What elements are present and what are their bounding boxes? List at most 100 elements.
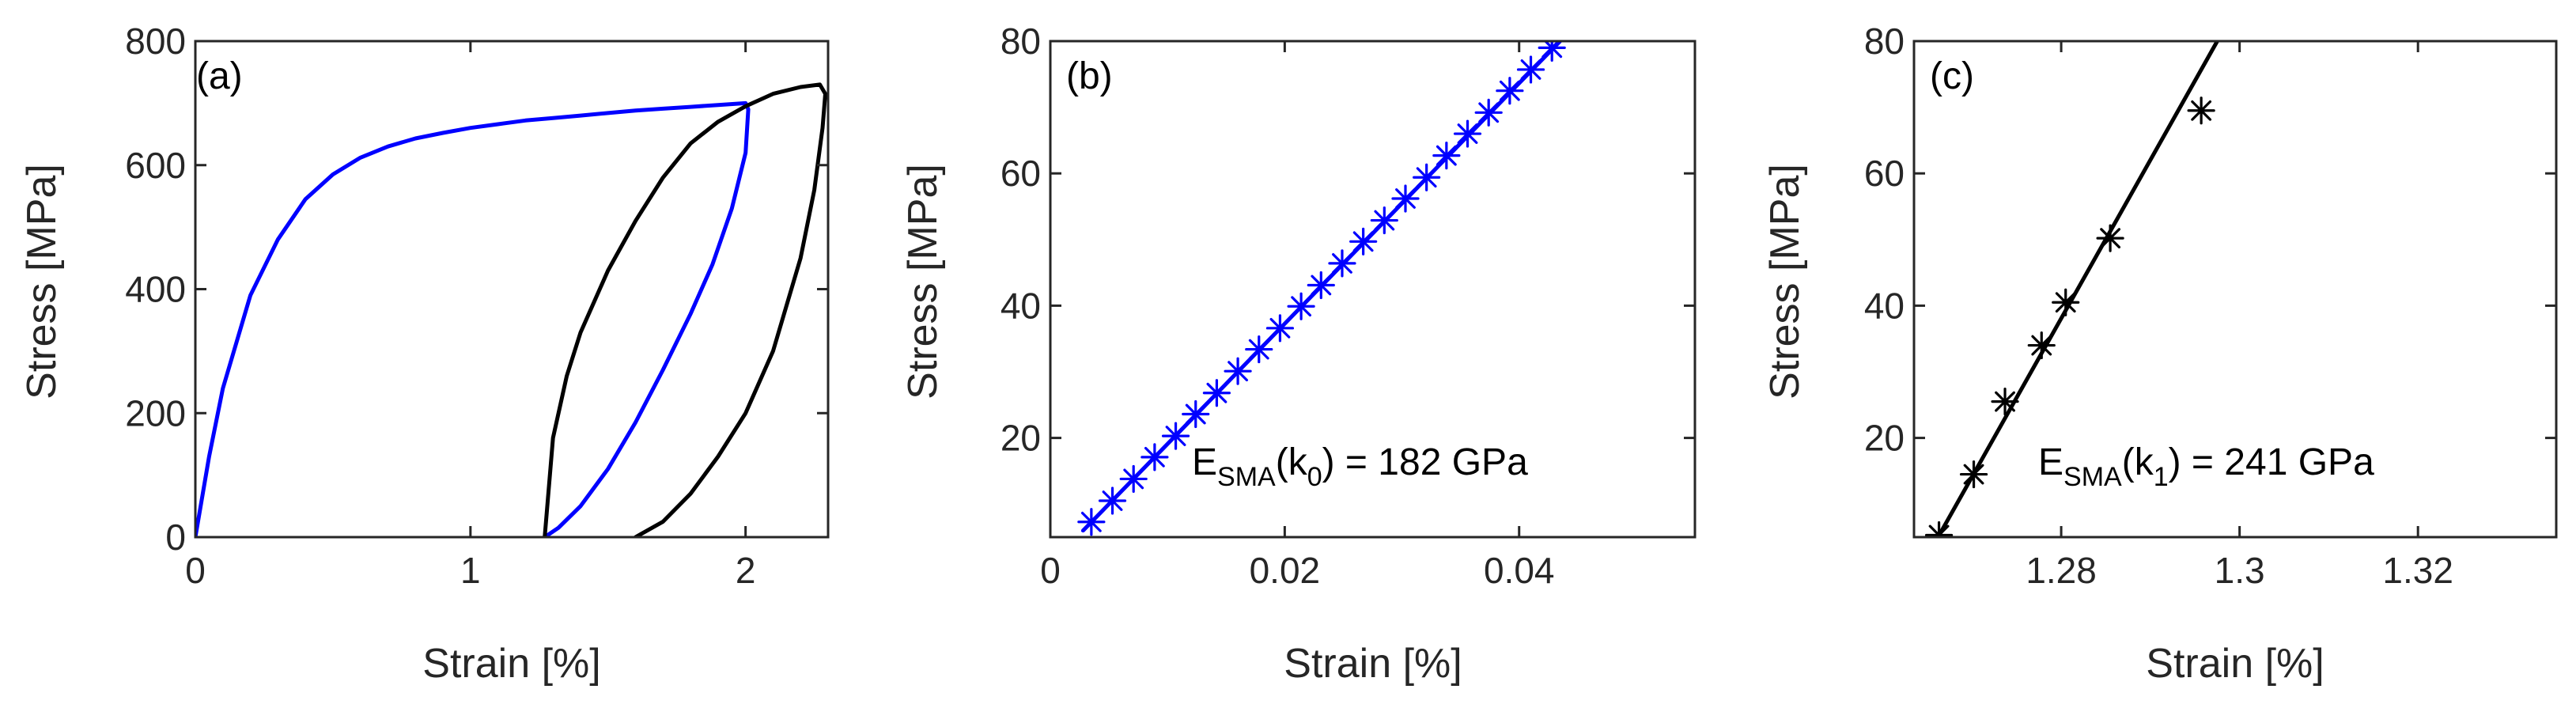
panel-c-y-tick-label: 80 (1864, 21, 1905, 62)
panel-b-data-point-stroke (1080, 511, 1102, 532)
panel-b-data-point-stroke (1269, 317, 1291, 339)
panel-b-annot-arg-close: ) = 182 GPa (1322, 441, 1528, 483)
panel-b-data-point (1098, 487, 1127, 515)
panel-b-data-point-stroke (1352, 231, 1374, 252)
panel-a-data (195, 82, 827, 537)
panel-b-y-tick-label: 60 (1001, 153, 1041, 194)
panel-c-annot-subscript: SMA (2063, 462, 2122, 492)
panel-c-data-point-stroke (1963, 464, 1984, 485)
panel-c-annot-arg-open: (k (2122, 441, 2154, 483)
panel-b-data-point (1182, 399, 1210, 429)
panel-c-data-point-stroke (1995, 391, 2015, 412)
panel-b-data-point-stroke (1499, 80, 1520, 101)
panel-b-label: (b) (1066, 55, 1113, 97)
panel-a-y-tick-label: 400 (125, 269, 186, 310)
panel-b-x-tick-label: 0.04 (1484, 550, 1555, 591)
panel-c-data-point (2187, 97, 2215, 125)
panel-b-data-point (1516, 55, 1545, 84)
panel-b-data-point-stroke (1291, 296, 1312, 317)
panel-c-data-point-stroke (2031, 335, 2052, 356)
panel-b-data-point (1328, 249, 1356, 278)
panel-c-data (1924, 41, 2219, 537)
panel-c-data-point (2052, 288, 2080, 316)
panel-c-annot-arg-close: ) = 241 GPa (2169, 441, 2374, 483)
panel-b-y-tick-label: 40 (1001, 285, 1041, 326)
panel-a-y-tick-label: 0 (165, 517, 186, 558)
panel-b-data-point-stroke (1457, 123, 1478, 144)
panel-b-data-point (1496, 77, 1524, 105)
panel-b-x-tick-label: 0.02 (1250, 550, 1321, 591)
panel-c-data-point-stroke (1935, 524, 1950, 537)
panel-c-modulus-annotation: ESMA(k1) = 241 GPa (2038, 441, 2374, 492)
panel-a-y-tick-label: 600 (125, 145, 186, 186)
panel-b-data-point (1161, 422, 1190, 450)
panel-b-annot-main: E (1192, 441, 1217, 483)
panel-b-data-point-stroke (1227, 361, 1249, 382)
panel-a: 0 1 2 0 200 400 600 800 (a) Strain [%] Stress [… (19, 21, 830, 687)
panel-c-data-point (1924, 521, 1954, 537)
panel-b-data-point (1119, 464, 1148, 494)
panel-a-y-tick-label: 800 (125, 21, 186, 62)
panel-c-x-tick-label: 1.28 (2026, 550, 2097, 591)
panel-c-plot-layer: 1.28 1.3 1.32 20 40 60 80 (1864, 21, 2558, 591)
panel-b-y-tick-label: 80 (1001, 21, 1041, 62)
panel-c-axes-box (1912, 40, 2558, 539)
panel-c-data-point (2096, 224, 2124, 252)
panel-b-annot-subscript: SMA (1217, 462, 1276, 492)
panel-b-data-point-stroke (1395, 188, 1416, 209)
panel-b-data-point (1432, 142, 1461, 170)
panel-c-annot-main: E (2038, 441, 2063, 483)
panel-b-data-point-stroke (1416, 167, 1437, 188)
panel-b-data-point-stroke (1478, 102, 1500, 123)
panel-b-axes-box (1049, 40, 1697, 539)
panel-b-x-axis-label: Strain [%] (1284, 641, 1462, 687)
panel-b-data-point-stroke (1311, 274, 1332, 296)
panel-a-series-black-cycle (543, 82, 827, 537)
panel-c-data-point (2027, 331, 2056, 360)
panel-b-data-point-stroke (1332, 252, 1352, 274)
panel-a-series-blue-cycle (195, 100, 751, 537)
panel-c-data-point (1959, 460, 1988, 489)
panel-b-data-point-stroke (1123, 468, 1144, 490)
panel-b-data-point (1202, 379, 1231, 407)
panel-c-data-point-stroke (2100, 228, 2121, 249)
panel-c-x-tick-label: 1.32 (2382, 550, 2453, 591)
panel-b-data-point-stroke (1185, 403, 1206, 425)
panel-b-data-point-stroke (1374, 210, 1395, 231)
panel-b-data-point (1140, 443, 1169, 471)
panel-c-y-tick-label: 40 (1864, 285, 1905, 326)
panel-b-x-tick-label: 0 (1040, 550, 1061, 591)
panel-a-label: (a) (196, 55, 243, 97)
panel-b-data-point (1224, 357, 1252, 385)
panel-b-data-point-stroke (1165, 426, 1186, 447)
panel-b-data-point (1413, 163, 1441, 191)
panel-c-x-tick-label: 1.3 (2215, 550, 2265, 591)
panel-b-data-point-stroke (1102, 490, 1123, 511)
panel-c-label: (c) (1930, 55, 1974, 97)
panel-b-data-point (1474, 98, 1503, 127)
panel-a-y-axis-label: Stress [MPa] (19, 164, 65, 399)
panel-a-plot-layer: 0 1 2 0 200 400 600 800 (125, 21, 830, 591)
panel-c: 1.28 1.3 1.32 20 40 60 80 (c) ESMA(k1) = 241 G… (1762, 21, 2558, 687)
panel-c-data-point-stroke (2055, 292, 2076, 313)
panel-b-data (1077, 41, 1566, 536)
panel-b-data-point (1370, 206, 1398, 235)
panel-b-data-point-stroke (1144, 446, 1165, 468)
panel-c-fit-line (1935, 41, 2219, 537)
panel-b-data-point (1077, 508, 1106, 536)
panel-a-x-tick-label: 0 (185, 550, 206, 591)
panel-a-y-tick-label: 200 (125, 392, 186, 434)
panel-c-y-tick-label: 60 (1864, 153, 1905, 194)
panel-b-data-point (1349, 227, 1378, 256)
panel-b-annot-arg-subscript: 0 (1307, 462, 1322, 492)
panel-c-data-point (1991, 388, 2019, 416)
panel-b-data-point (1391, 184, 1420, 213)
panel-b-y-axis-label: Stress [MPa] (900, 164, 946, 399)
panel-c-data-point-stroke (2191, 100, 2212, 121)
panel-b-data-point-stroke (1520, 59, 1541, 80)
panel-b-data-point-stroke (1248, 339, 1269, 360)
panel-b-data-point (1287, 292, 1315, 320)
